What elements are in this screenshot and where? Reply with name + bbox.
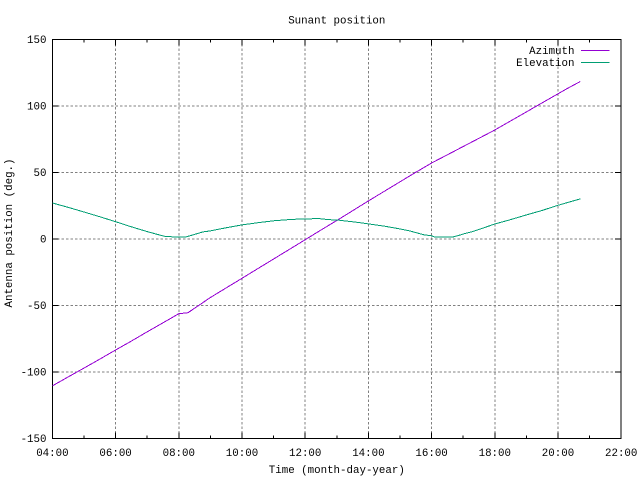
svg-text:-50: -50 [27,301,46,313]
svg-text:Azimuth: Azimuth [529,46,574,58]
svg-text:-150: -150 [21,434,47,446]
svg-text:Time (month-day-year): Time (month-day-year) [269,465,405,477]
svg-text:Sunant position: Sunant position [288,16,385,28]
svg-text:16:00: 16:00 [415,448,447,460]
svg-text:150: 150 [27,35,46,47]
svg-text:-100: -100 [21,368,47,380]
svg-text:12:00: 12:00 [289,448,321,460]
svg-text:10:00: 10:00 [226,448,258,460]
svg-text:08:00: 08:00 [163,448,195,460]
svg-text:0: 0 [40,235,46,247]
svg-text:04:00: 04:00 [36,448,68,460]
svg-text:18:00: 18:00 [479,448,511,460]
svg-text:Antenna position (deg.): Antenna position (deg.) [4,158,16,307]
svg-text:06:00: 06:00 [99,448,131,460]
svg-text:50: 50 [34,168,47,180]
svg-text:20:00: 20:00 [542,448,574,460]
svg-text:100: 100 [27,102,46,114]
svg-text:22:00: 22:00 [605,448,637,460]
svg-text:14:00: 14:00 [352,448,384,460]
svg-text:Elevation: Elevation [516,58,574,70]
